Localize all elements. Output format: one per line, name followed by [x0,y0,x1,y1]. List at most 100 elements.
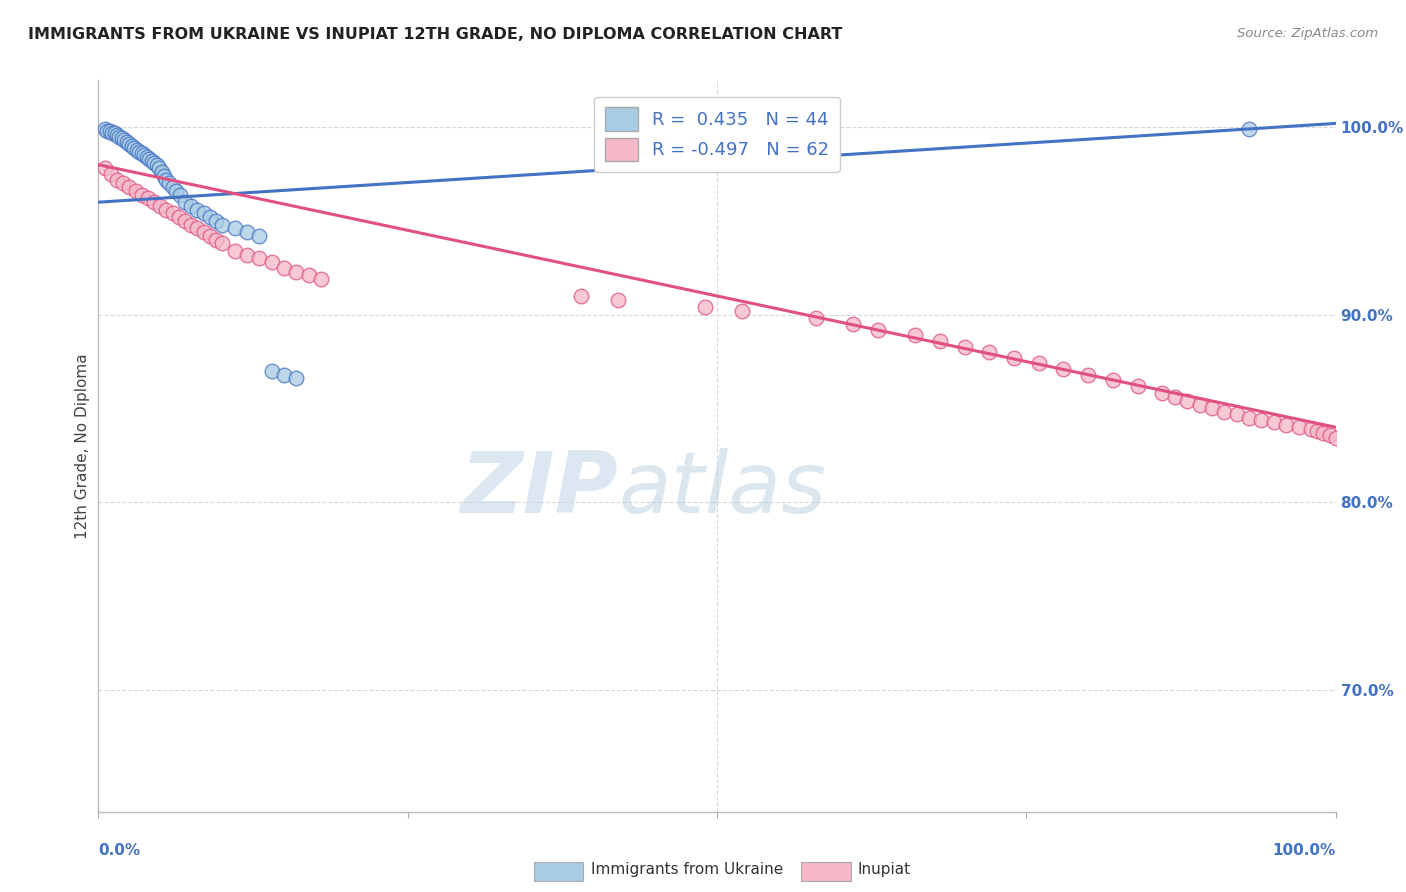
Point [101,126,124,140]
Text: ZIP: ZIP [460,449,619,532]
Point [167,210,190,224]
Point [928,334,950,348]
Point [1250,413,1272,427]
Point [124,141,146,155]
Point [205,233,228,247]
Point [193,206,215,220]
Point [1152,386,1174,401]
Point [136,191,159,205]
Point [904,328,927,343]
Point [569,289,592,303]
Point [298,268,321,283]
Point [205,214,228,228]
Point [1126,379,1149,393]
Point [153,169,176,183]
Point [198,210,221,224]
Point [1175,394,1198,409]
Point [125,143,148,157]
Point [693,300,716,314]
Point [273,260,295,275]
Point [236,248,259,262]
Point [1102,373,1125,387]
Point [180,218,202,232]
Point [273,368,295,382]
Point [96,124,118,138]
Point [198,229,221,244]
Point [731,304,754,318]
Point [842,317,865,331]
Point [1299,422,1322,436]
Point [157,177,180,191]
Point [1052,362,1074,376]
Point [138,152,160,166]
Point [131,187,153,202]
Point [1002,351,1025,365]
Point [1226,407,1249,421]
Point [93,122,115,136]
Text: 0.0%: 0.0% [98,843,141,858]
Point [1306,424,1329,438]
Point [112,177,135,191]
Point [1263,415,1285,429]
Point [118,180,141,194]
Point [155,202,177,217]
Point [112,133,135,147]
Point [866,323,889,337]
Text: Source: ZipAtlas.com: Source: ZipAtlas.com [1237,27,1378,40]
Point [1275,418,1298,433]
Point [149,199,172,213]
Point [224,221,246,235]
Point [186,221,208,235]
Point [247,229,270,244]
Text: Inupiat: Inupiat [858,863,911,877]
Point [1237,410,1260,425]
Point [145,158,167,172]
Point [211,236,233,251]
Point [1288,420,1310,434]
Point [105,172,128,186]
Point [115,135,138,149]
Point [169,187,191,202]
Point [260,255,283,269]
Point [121,139,143,153]
Point [1188,398,1211,412]
Point [143,156,166,170]
Point [135,150,157,164]
Point [224,244,246,258]
Point [1319,427,1341,442]
Point [100,167,122,181]
Point [128,145,150,159]
Point [1077,368,1099,382]
Text: 100.0%: 100.0% [1272,843,1336,858]
Point [155,172,177,186]
Point [162,180,184,194]
Point [247,252,270,266]
Point [309,272,332,286]
Point [1312,425,1334,440]
Point [111,131,134,145]
Point [118,136,141,151]
Point [108,129,131,144]
Y-axis label: 12th Grade, No Diploma: 12th Grade, No Diploma [75,353,90,539]
Point [1164,390,1187,404]
Point [186,202,208,217]
Point [103,126,125,140]
Point [143,195,166,210]
Text: IMMIGRANTS FROM UKRAINE VS INUPIAT 12TH GRADE, NO DIPLOMA CORRELATION CHART: IMMIGRANTS FROM UKRAINE VS INUPIAT 12TH … [28,27,842,42]
Point [1201,401,1223,416]
Point [105,128,128,142]
Point [134,148,156,162]
Text: atlas: atlas [619,449,827,532]
Point [1237,122,1260,136]
Point [804,311,827,326]
Point [124,184,146,198]
Point [979,345,1001,359]
Point [285,371,308,385]
Point [98,124,121,138]
Point [260,364,283,378]
Point [141,153,163,168]
Point [150,165,173,179]
Legend: R =  0.435   N = 44, R = -0.497   N = 62: R = 0.435 N = 44, R = -0.497 N = 62 [595,96,839,172]
Point [285,264,308,278]
Point [162,206,184,220]
